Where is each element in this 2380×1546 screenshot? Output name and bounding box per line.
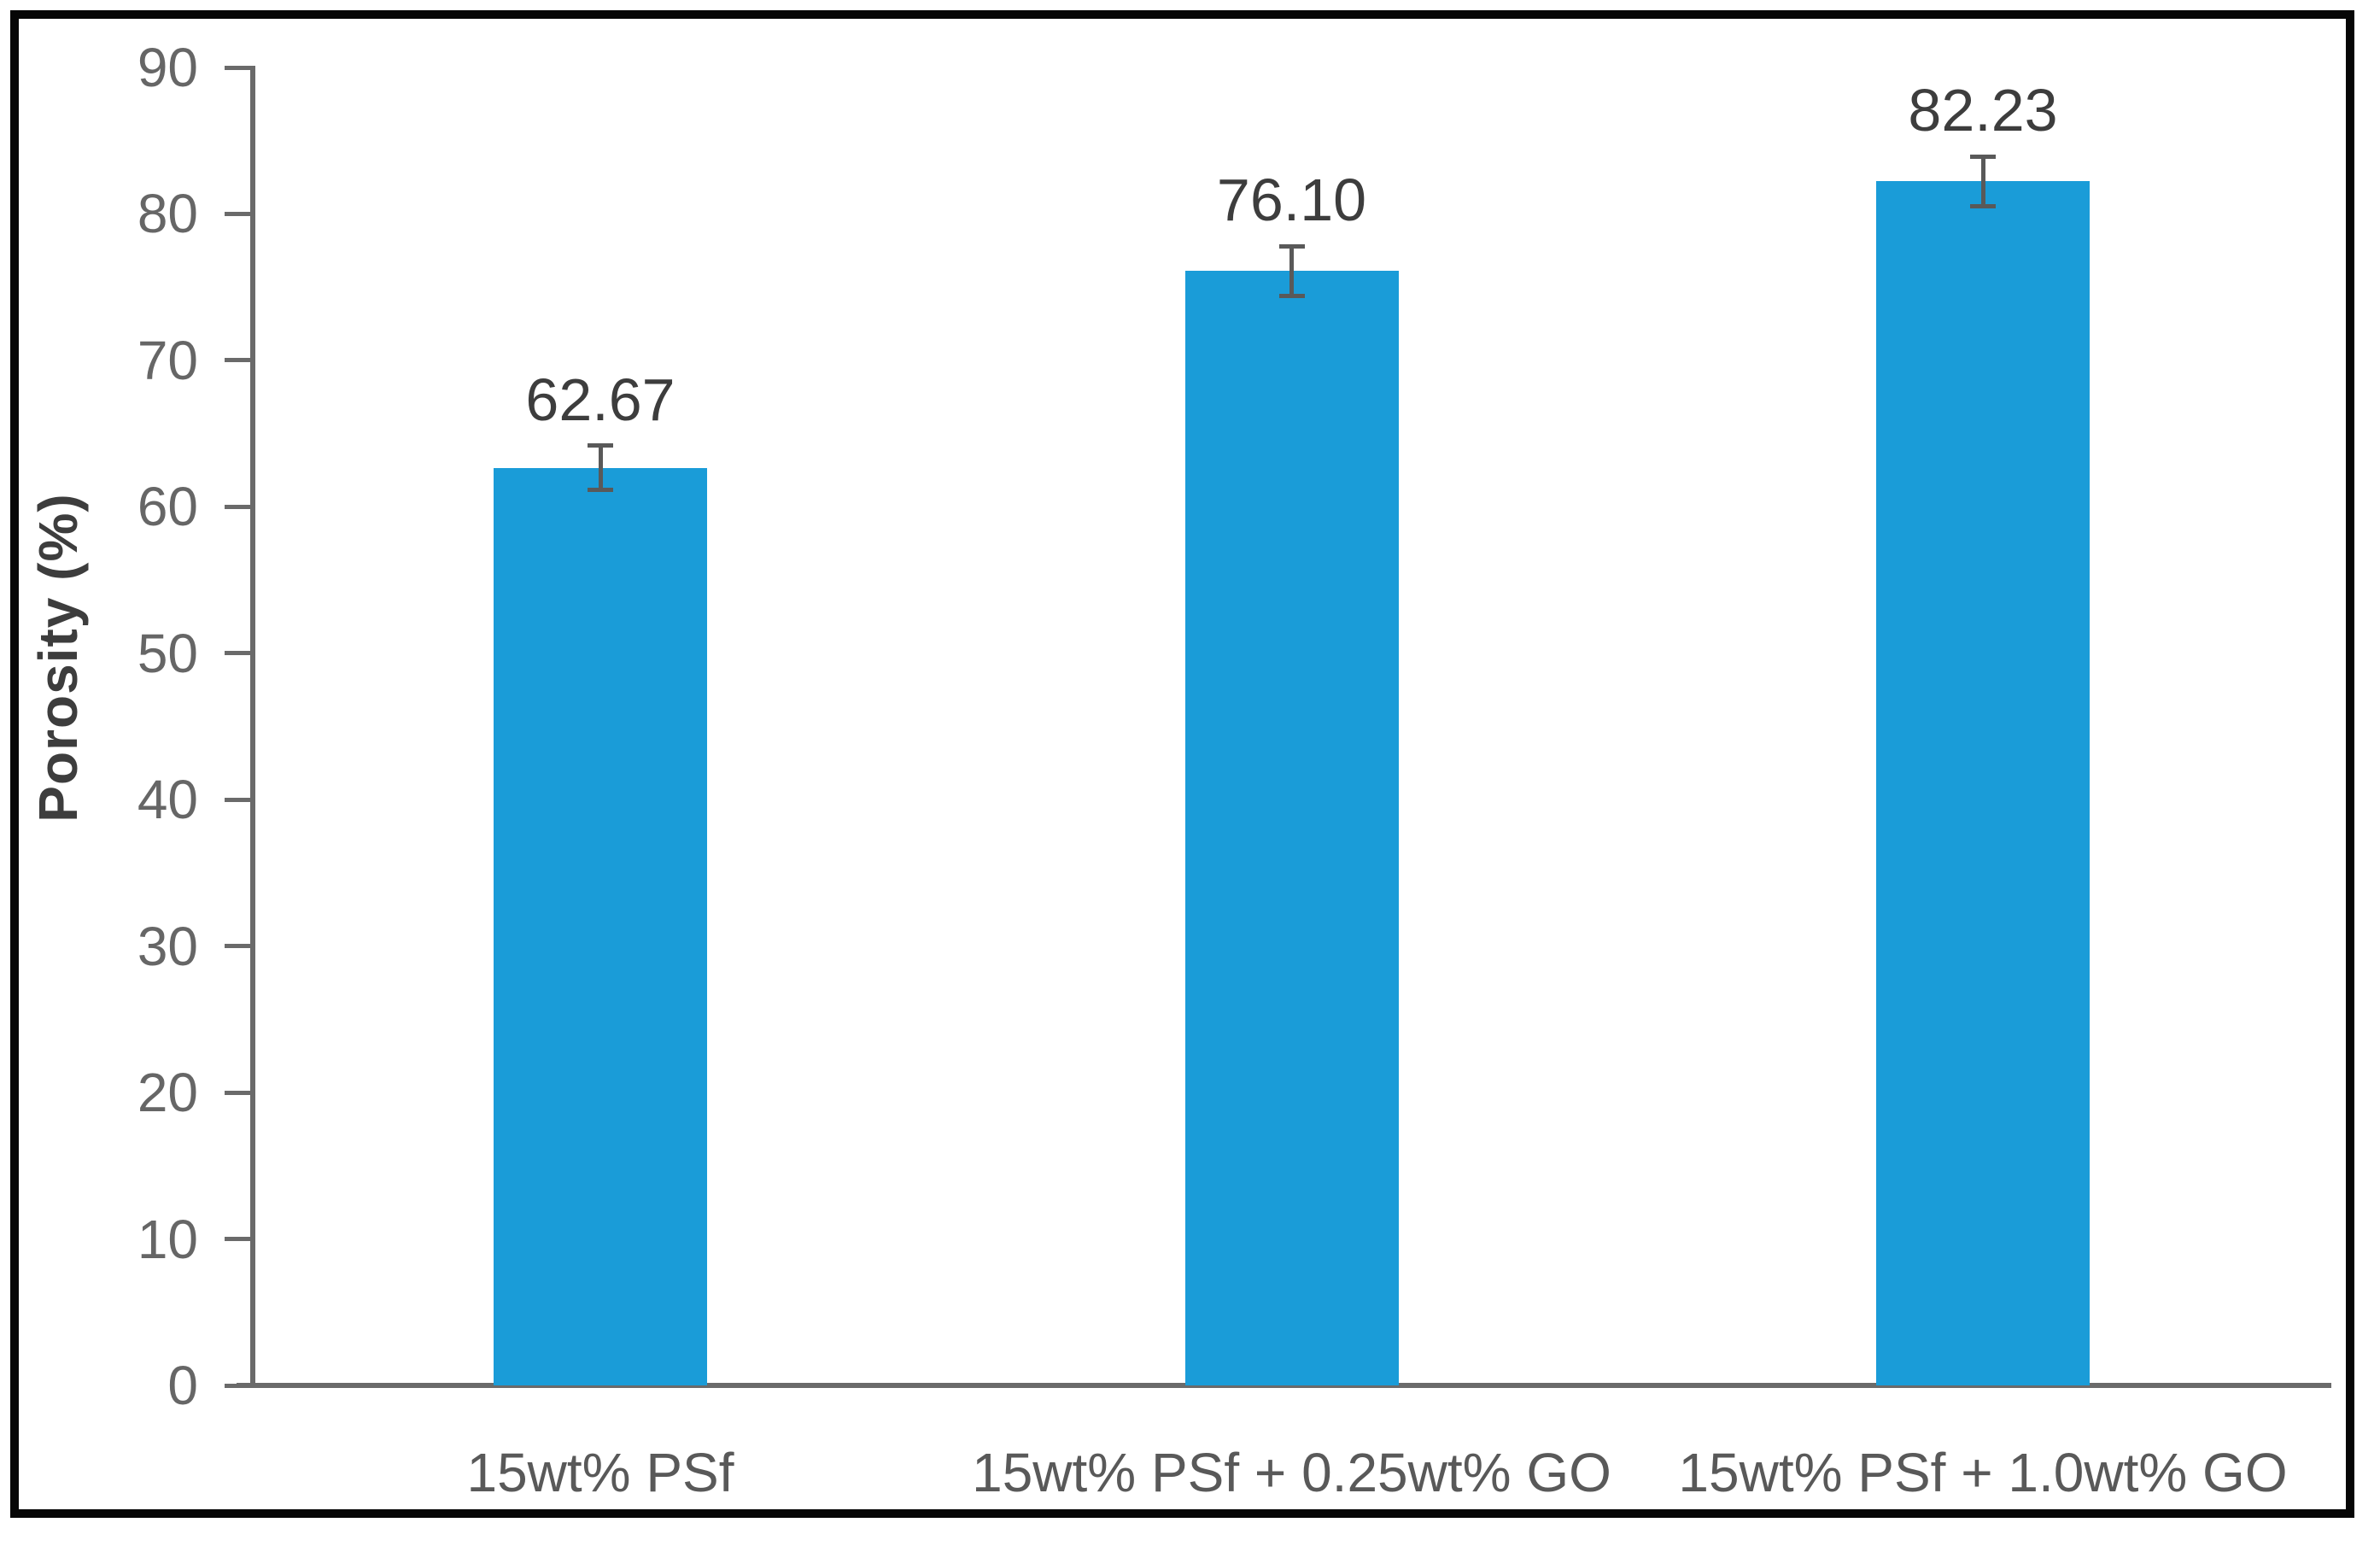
error-bar-cap [1970, 203, 1996, 208]
error-bar-cap [1278, 243, 1305, 249]
y-tick-mark [225, 65, 255, 70]
x-axis-line [237, 1383, 2331, 1388]
error-bar-cap [1970, 154, 1996, 159]
bar-value-label: 76.10 [1216, 167, 1367, 234]
x-category-label: 15wt% PSf [466, 1442, 734, 1503]
y-tick-label: 80 [137, 183, 198, 245]
y-tick-label: 40 [137, 769, 198, 831]
y-tick-label: 60 [137, 476, 198, 538]
y-tick-label: 90 [137, 37, 198, 98]
y-tick-mark [225, 944, 255, 949]
error-bar-line [1289, 246, 1294, 296]
bar [494, 467, 707, 1385]
y-tick-label: 0 [167, 1355, 198, 1416]
y-tick-mark [225, 1090, 255, 1095]
y-tick-mark [225, 1237, 255, 1242]
bar [1184, 271, 1399, 1385]
bar-value-label: 82.23 [1908, 77, 2058, 144]
y-tick-label: 50 [137, 622, 198, 684]
bar-value-label: 62.67 [525, 366, 675, 433]
error-bar-cap [588, 443, 613, 448]
y-tick-mark [225, 211, 255, 216]
y-axis-line [250, 67, 255, 1385]
bar [1876, 181, 2090, 1385]
y-tick-label: 10 [137, 1208, 198, 1270]
error-bar-line [598, 445, 603, 490]
x-category-label: 15wt% PSf + 0.25wt% GO [972, 1442, 1611, 1503]
y-tick-mark [225, 358, 255, 363]
y-tick-label: 30 [137, 915, 198, 977]
y-tick-label: 70 [137, 329, 198, 391]
y-tick-mark [225, 797, 255, 802]
x-category-label: 15wt% PSf + 1.0wt% GO [1678, 1442, 2288, 1503]
error-bar-cap [588, 487, 613, 492]
y-tick-mark [225, 504, 255, 509]
error-bar-cap [1278, 293, 1305, 298]
y-tick-label: 20 [137, 1062, 198, 1124]
y-tick-mark [225, 651, 255, 656]
y-axis-title: Porosity (%) [27, 493, 89, 823]
error-bar-line [1980, 156, 1985, 207]
